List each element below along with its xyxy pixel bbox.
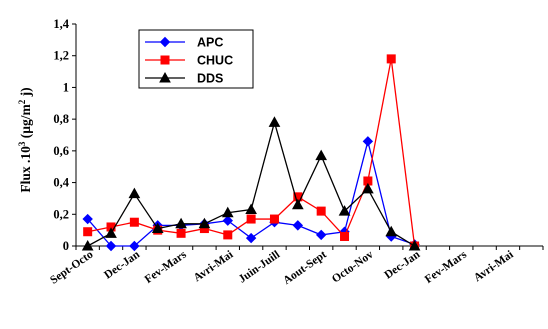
data-point [291,198,304,210]
y-tick-label: 1 [63,80,69,94]
data-point [268,116,281,127]
data-point [362,182,374,194]
y-tick-label: 0,4 [53,176,69,190]
series-layer [81,54,421,252]
data-point [198,217,211,229]
data-point [269,214,279,224]
y-axis: 0 0,2 0,4 0,6 0,8 1 1,2 1,4 [53,17,77,253]
data-point [246,214,256,224]
data-point [82,213,93,225]
data-point [176,228,186,238]
data-point [105,240,117,252]
legend: APC CHUC DDS [138,29,254,89]
y-tick-label: 0,8 [53,112,69,126]
data-point [128,187,141,199]
legend-entry-apc: APC [145,36,223,50]
data-point [338,205,351,216]
data-point [159,36,171,48]
data-point [245,232,257,244]
data-point [83,227,93,237]
data-point [81,239,94,251]
data-point [151,222,164,234]
series-dds [81,116,421,251]
data-point [315,229,327,241]
legend-label: APC [197,36,223,50]
data-point [386,54,396,64]
data-point [160,55,170,65]
data-point [105,227,117,238]
data-point [129,217,139,227]
legend-entry-chuc: CHUC [145,54,233,68]
legend-entry-dds: DDS [145,72,223,86]
data-point [408,239,421,251]
data-point [292,220,304,231]
data-point [159,71,171,83]
y-tick-label: 1,4 [53,17,69,31]
legend-label: CHUC [197,54,233,68]
data-point [221,206,234,218]
data-point [340,231,350,241]
legend-label: DDS [197,72,223,86]
data-point [315,149,328,161]
data-point [175,217,187,229]
data-point [362,136,374,147]
y-tick-label: 0,2 [53,207,69,221]
y-tick-label: 0,6 [53,144,69,158]
data-point [245,203,257,215]
legend-box [138,29,254,89]
y-tick-label: 0 [63,239,69,253]
data-point [222,215,233,226]
data-point [223,230,233,240]
y-tick-label: 1,2 [53,49,69,63]
data-point [385,225,398,237]
y-axis-title: Flux .103 (µg/m2 j) [17,87,33,192]
data-point [129,240,140,252]
data-point [316,206,326,216]
